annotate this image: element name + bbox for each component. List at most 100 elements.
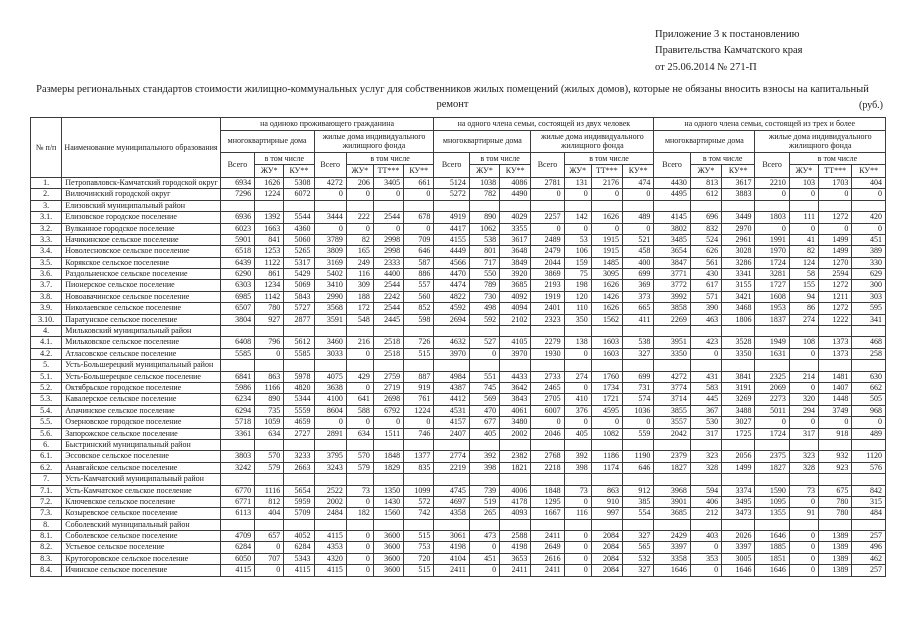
- value-cell: [788, 473, 820, 486]
- value-cell: 1224: [254, 188, 285, 201]
- value-cell: 6841: [219, 370, 256, 384]
- value-cell: 5986: [219, 381, 256, 395]
- value-cell: 634: [345, 427, 374, 440]
- value-cell: 496: [851, 541, 886, 554]
- value-cell: 274: [788, 313, 820, 327]
- value-cell: 3444: [313, 211, 347, 224]
- value-cell: 1725: [721, 427, 756, 440]
- value-cell: 1646: [754, 530, 790, 543]
- value-cell: 1803: [754, 211, 790, 224]
- value-cell: 6792: [372, 404, 405, 418]
- value-cell: 3869: [530, 268, 565, 281]
- value-cell: 5709: [283, 507, 315, 520]
- value-cell: 0: [788, 564, 820, 577]
- value-cell: 2218: [530, 461, 565, 475]
- value-cell: 745: [468, 381, 501, 395]
- value-cell: 0: [818, 222, 853, 235]
- value-cell: 6303: [219, 279, 256, 292]
- row-number: 5.: [29, 359, 63, 372]
- value-cell: 214: [788, 370, 820, 384]
- value-cell: [721, 438, 756, 452]
- value-cell: 3685: [499, 279, 532, 292]
- value-cell: [468, 359, 501, 372]
- value-cell: 5843: [283, 290, 315, 304]
- value-cell: 390: [689, 302, 723, 315]
- value-cell: [254, 325, 285, 338]
- value-cell: 0: [788, 222, 820, 235]
- value-cell: 6284: [219, 541, 256, 554]
- value-cell: 4490: [499, 188, 532, 201]
- value-cell: 1806: [721, 313, 756, 327]
- value-cell: [754, 325, 790, 338]
- table-row: 5.3. Кавалерское сельское поселение 6234 89…: [29, 393, 886, 406]
- value-cell: 2518: [372, 336, 405, 349]
- value-cell: 4029: [499, 211, 532, 224]
- value-cell: 3638: [313, 381, 347, 395]
- value-cell: 569: [468, 393, 501, 406]
- value-cell: [851, 359, 886, 372]
- value-cell: 1949: [754, 336, 790, 349]
- value-cell: [403, 473, 435, 486]
- value-cell: 0: [754, 188, 790, 201]
- value-cell: 835: [403, 461, 435, 475]
- value-cell: 3281: [754, 268, 790, 281]
- value-cell: 3374: [721, 484, 756, 497]
- tt-header: ТТ***: [818, 164, 853, 178]
- value-cell: 3920: [499, 268, 532, 281]
- value-cell: [403, 359, 435, 372]
- value-cell: [254, 473, 285, 486]
- value-cell: 4353: [313, 541, 347, 554]
- value-cell: 328: [788, 461, 820, 475]
- value-cell: [345, 325, 374, 338]
- value-cell: 1590: [754, 484, 790, 497]
- value-cell: 2594: [818, 268, 853, 281]
- value-cell: [788, 359, 820, 372]
- value-cell: 4820: [283, 381, 315, 395]
- value-cell: 159: [563, 256, 592, 270]
- value-cell: 0: [622, 222, 655, 235]
- value-cell: 257: [851, 530, 886, 543]
- ku-header: КУ**: [499, 164, 532, 178]
- value-cell: 369: [622, 279, 655, 292]
- value-cell: 1915: [590, 233, 624, 247]
- value-cell: 1829: [372, 461, 405, 475]
- value-cell: 2998: [372, 233, 405, 247]
- table-row: 4.2. Атласовское сельское поселение 5585 0 5…: [29, 347, 886, 361]
- ku-header: КУ**: [403, 164, 435, 178]
- value-cell: 5069: [283, 279, 315, 292]
- municipality-name: Атласовское сельское поселение: [61, 347, 221, 361]
- value-cell: 538: [622, 336, 655, 349]
- value-cell: 3858: [653, 302, 691, 315]
- value-cell: 595: [851, 302, 886, 315]
- row-number: 8.3.: [29, 552, 63, 566]
- value-cell: 1734: [590, 381, 624, 395]
- table-row: 3.6. Раздольненское сельское поселение 629…: [29, 268, 886, 281]
- including-header: в том числе: [345, 151, 435, 166]
- value-cell: 4086: [499, 176, 532, 190]
- value-cell: 565: [622, 541, 655, 554]
- value-cell: 1038: [468, 176, 501, 190]
- value-cell: 2768: [530, 450, 565, 463]
- value-cell: 617: [689, 279, 723, 292]
- value-cell: 1389: [818, 541, 853, 554]
- value-cell: 73: [345, 484, 374, 497]
- value-cell: [653, 473, 691, 486]
- value-cell: 2084: [590, 564, 624, 577]
- municipality-name: Ичинское сельское поселение: [61, 564, 221, 577]
- value-cell: [563, 518, 592, 532]
- value-cell: 780: [818, 507, 853, 520]
- municipality-name: Апачинское сельское поселение: [61, 404, 221, 418]
- value-cell: 0: [563, 564, 592, 577]
- value-cell: [254, 359, 285, 372]
- municipality-name: Быстринский муниципальный район: [61, 438, 221, 452]
- value-cell: 4198: [499, 541, 532, 554]
- value-cell: 5654: [283, 484, 315, 497]
- value-cell: 327: [622, 564, 655, 577]
- value-cell: [653, 438, 691, 452]
- value-cell: 0: [530, 222, 565, 235]
- municipality-name: Озерновское городское поселение: [61, 416, 221, 429]
- row-number: 5.5.: [29, 416, 63, 429]
- value-cell: [403, 325, 435, 338]
- value-cell: [689, 518, 723, 532]
- value-cell: 3557: [653, 416, 691, 429]
